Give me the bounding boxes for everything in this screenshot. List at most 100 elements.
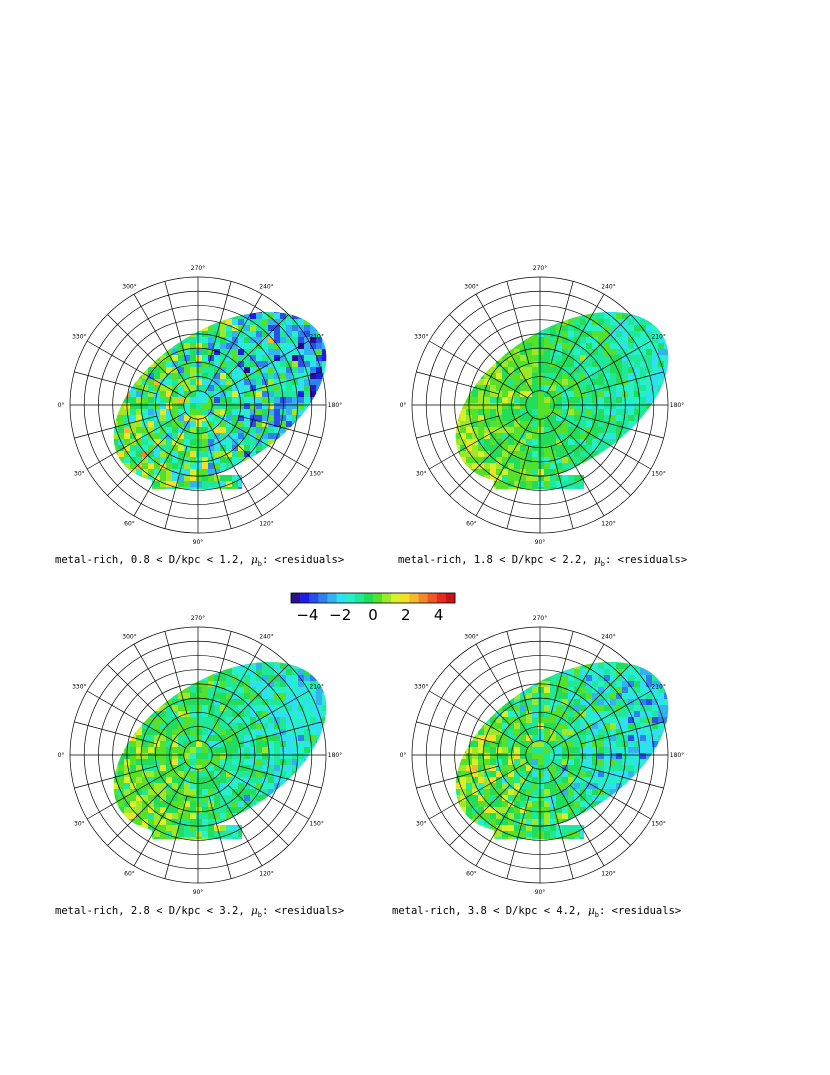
heatmap-cell bbox=[496, 729, 502, 735]
heatmap-cell bbox=[586, 433, 592, 439]
heatmap-cell bbox=[586, 705, 592, 711]
heatmap-cell bbox=[268, 433, 274, 439]
heatmap-cell bbox=[610, 735, 616, 741]
heatmap-cell bbox=[208, 807, 214, 813]
heatmap-cell bbox=[280, 735, 286, 741]
heatmap-cell bbox=[634, 385, 640, 391]
heatmap-cell bbox=[172, 795, 178, 801]
heatmap-cell bbox=[106, 439, 112, 445]
heatmap-cell bbox=[310, 307, 316, 313]
heatmap-cell bbox=[526, 373, 532, 379]
heatmap-cell bbox=[658, 747, 664, 753]
heatmap-cell bbox=[286, 301, 292, 307]
heatmap-cell bbox=[580, 663, 586, 669]
heatmap-cell bbox=[586, 409, 592, 415]
heatmap-cell bbox=[298, 723, 304, 729]
heatmap-cell bbox=[490, 361, 496, 367]
heatmap-cell bbox=[520, 451, 526, 457]
heatmap-cell bbox=[112, 687, 118, 693]
heatmap-cell bbox=[544, 409, 550, 415]
heatmap-cell bbox=[262, 397, 268, 403]
heatmap-cell bbox=[172, 301, 178, 307]
angle-label: 210° bbox=[309, 684, 323, 691]
heatmap-cell bbox=[238, 379, 244, 385]
heatmap-cell bbox=[226, 843, 232, 849]
heatmap-cell bbox=[652, 385, 658, 391]
heatmap-cell bbox=[550, 463, 556, 469]
heatmap-cell bbox=[292, 717, 298, 723]
grid-spoke bbox=[210, 340, 310, 399]
heatmap-cell bbox=[166, 415, 172, 421]
heatmap-cell bbox=[580, 463, 586, 469]
grid-spoke bbox=[164, 281, 188, 364]
heatmap-cell bbox=[250, 699, 256, 705]
heatmap-cell bbox=[262, 747, 268, 753]
heatmap-cell bbox=[268, 765, 274, 771]
heatmap-cell bbox=[484, 457, 490, 463]
heatmap-cell bbox=[166, 463, 172, 469]
heatmap-cell bbox=[526, 705, 532, 711]
heatmap-cell bbox=[556, 367, 562, 373]
heatmap-cell bbox=[88, 645, 94, 651]
heatmap-cell bbox=[226, 777, 232, 783]
heatmap-cell bbox=[292, 801, 298, 807]
heatmap-cell bbox=[556, 325, 562, 331]
heatmap-cell bbox=[322, 487, 328, 493]
heatmap-cell bbox=[574, 409, 580, 415]
heatmap-cell bbox=[466, 723, 472, 729]
heatmap-cell bbox=[202, 693, 208, 699]
heatmap-cell bbox=[544, 699, 550, 705]
heatmap-cell bbox=[460, 391, 466, 397]
heatmap-cell bbox=[124, 651, 130, 657]
heatmap-cell bbox=[478, 421, 484, 427]
heatmap-cell bbox=[148, 723, 154, 729]
heatmap-cell bbox=[322, 355, 328, 361]
heatmap-cell bbox=[502, 705, 508, 711]
heatmap-cell bbox=[94, 355, 100, 361]
heatmap-cell bbox=[640, 741, 646, 747]
heatmap-cell bbox=[454, 313, 460, 319]
heatmap-cell bbox=[268, 457, 274, 463]
heatmap-cell bbox=[574, 681, 580, 687]
heatmap-cell bbox=[280, 783, 286, 789]
heatmap-cell bbox=[148, 421, 154, 427]
heatmap-cell bbox=[562, 705, 568, 711]
heatmap-cell bbox=[100, 735, 106, 741]
angle-label: 270° bbox=[191, 265, 205, 272]
heatmap-cell bbox=[502, 723, 508, 729]
heatmap-cell bbox=[604, 433, 610, 439]
heatmap-cell bbox=[310, 337, 316, 343]
heatmap-cell bbox=[448, 723, 454, 729]
heatmap-cell bbox=[256, 319, 262, 325]
heatmap-cell bbox=[640, 421, 646, 427]
heatmap-cell bbox=[274, 735, 280, 741]
heatmap-cell bbox=[190, 367, 196, 373]
heatmap-cell bbox=[88, 693, 94, 699]
heatmap-cell bbox=[106, 409, 112, 415]
heatmap-cell bbox=[268, 331, 274, 337]
heatmap-cell bbox=[550, 313, 556, 319]
heatmap-cell bbox=[148, 741, 154, 747]
heatmap-cell bbox=[592, 397, 598, 403]
heatmap-cell bbox=[520, 367, 526, 373]
heatmap-cell bbox=[442, 741, 448, 747]
heatmap-cell bbox=[148, 469, 154, 475]
heatmap-cell bbox=[238, 409, 244, 415]
heatmap-cell bbox=[100, 741, 106, 747]
heatmap-cell bbox=[178, 747, 184, 753]
heatmap-cell bbox=[256, 409, 262, 415]
heatmap-cell bbox=[520, 645, 526, 651]
heatmap-cell bbox=[532, 421, 538, 427]
heatmap-cell bbox=[526, 295, 532, 301]
heatmap-cell bbox=[646, 457, 652, 463]
heatmap-cell bbox=[490, 301, 496, 307]
heatmap-cell bbox=[154, 759, 160, 765]
angle-label: 120° bbox=[601, 521, 615, 528]
heatmap-cell bbox=[472, 415, 478, 421]
heatmap-cell bbox=[616, 319, 622, 325]
heatmap-cell bbox=[544, 687, 550, 693]
heatmap-cell bbox=[196, 771, 202, 777]
heatmap-cell bbox=[568, 409, 574, 415]
heatmap-cell bbox=[154, 669, 160, 675]
heatmap-cell bbox=[484, 403, 490, 409]
